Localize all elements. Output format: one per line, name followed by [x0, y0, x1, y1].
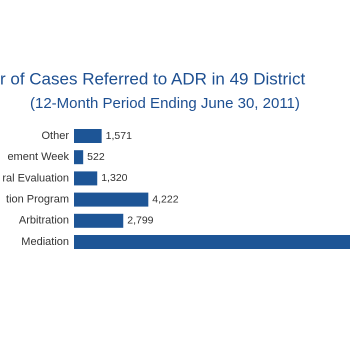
value-label: 522	[87, 151, 105, 163]
category-label: ement Week	[7, 151, 69, 163]
value-label: 4,222	[152, 193, 178, 205]
chart-title: r of Cases Referred to ADR in 49 Distric…	[0, 69, 305, 88]
bar	[74, 235, 350, 249]
category-label: Arbitration	[19, 215, 69, 227]
chart-subtitle: (12-Month Period Ending June 30, 2011)	[30, 95, 300, 112]
value-label: 2,799	[127, 215, 153, 227]
bar	[74, 192, 149, 207]
bar	[74, 150, 84, 165]
category-label: ral Evaluation	[2, 172, 69, 184]
bar	[74, 171, 98, 186]
value-label: 1,571	[106, 130, 132, 142]
bar	[74, 213, 124, 228]
bar	[74, 129, 102, 143]
category-label: Other	[41, 130, 69, 142]
category-label: Mediation	[21, 236, 69, 248]
value-label: 1,320	[101, 172, 127, 184]
category-label: tion Program	[6, 194, 69, 206]
